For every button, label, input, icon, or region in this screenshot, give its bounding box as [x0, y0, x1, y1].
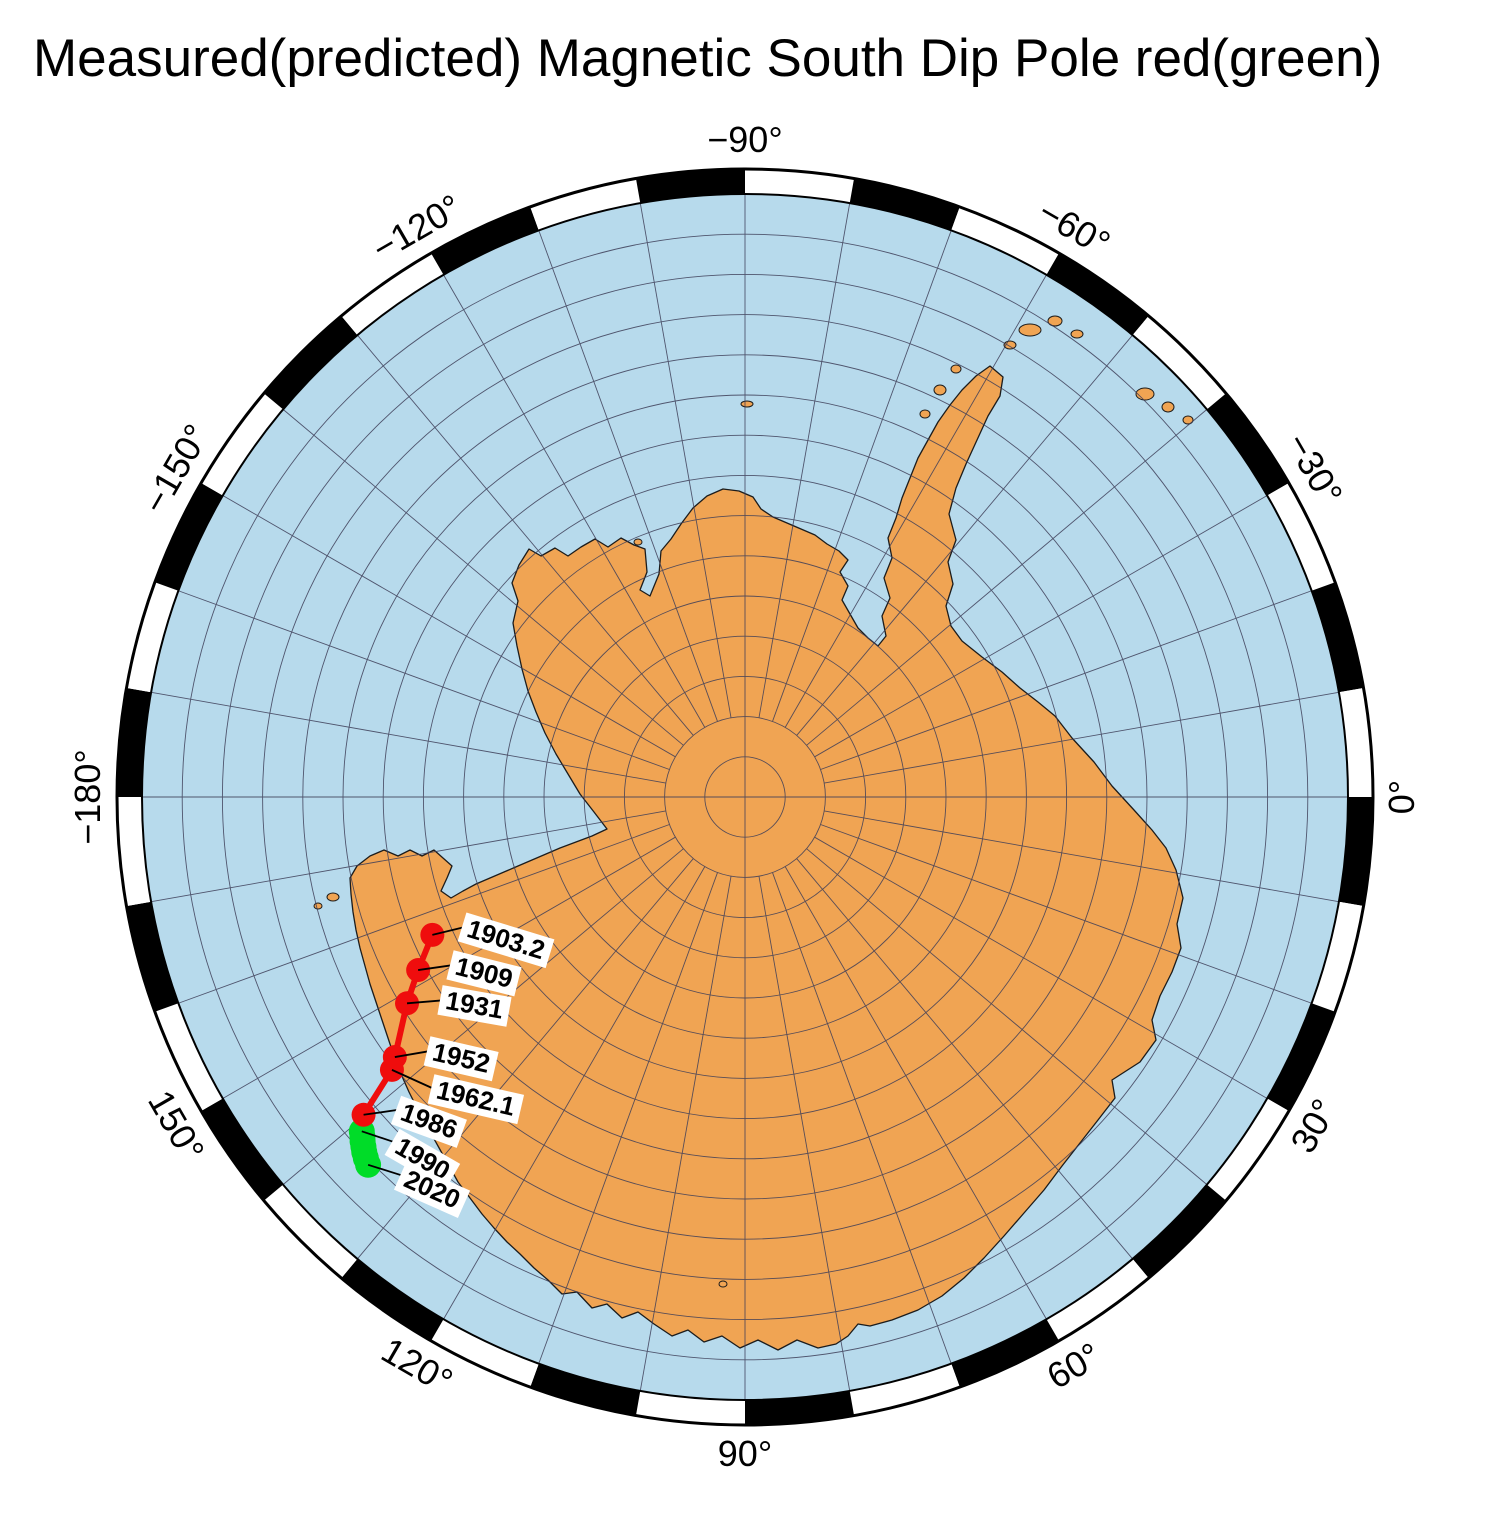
ring-segment: [530, 1363, 641, 1416]
ring-inner-border: [141, 193, 1349, 1401]
island: [1161, 401, 1175, 413]
ring-outer-border: [115, 167, 1375, 1427]
ring-segment: [263, 315, 358, 410]
longitude-tick-label: −90°: [707, 119, 783, 160]
island: [313, 902, 323, 910]
longitude-tick-label: −180°: [67, 749, 108, 845]
ring-segment: [201, 393, 284, 496]
longitude-tick-label: 0°: [1381, 779, 1422, 815]
island: [950, 364, 962, 374]
ring-segment: [635, 1390, 745, 1425]
ring-segment: [1132, 1184, 1227, 1279]
graticule: [142, 194, 1348, 1400]
leader-line: [432, 926, 466, 936]
leader-line: [406, 999, 444, 1005]
island: [1047, 315, 1063, 327]
ring-segment: [849, 1363, 960, 1416]
ring-segment: [1206, 1098, 1289, 1201]
ring-segment: [1046, 1258, 1149, 1341]
island: [1070, 329, 1084, 339]
ring-segment: [154, 1003, 223, 1111]
ring-segment: [341, 1258, 444, 1341]
leader-line: [391, 1069, 435, 1090]
island: [1018, 323, 1042, 337]
ring-segment: [635, 169, 745, 204]
map-frame-ring: [115, 167, 1375, 1427]
ring-segment: [1206, 393, 1289, 496]
page-title: Measured(predicted) Magnetic South Dip P…: [33, 29, 1383, 88]
ring-segment: [341, 253, 444, 336]
ring-segment: [745, 169, 855, 204]
island: [1182, 415, 1194, 425]
leader-line: [367, 1163, 404, 1177]
leader-line: [418, 964, 454, 971]
ring-segment: [1267, 1003, 1336, 1111]
ring-segment: [530, 178, 641, 231]
leader-line: [394, 1050, 430, 1058]
label-leader-lines: [361, 926, 466, 1177]
ring-segment: [117, 797, 152, 907]
leader-line: [361, 1130, 396, 1144]
ring-segment: [1338, 687, 1373, 797]
ring-segment: [849, 178, 960, 231]
island: [718, 1280, 728, 1288]
ring-segment: [154, 483, 223, 591]
ring-segment: [126, 901, 179, 1012]
ring-segment: [1311, 901, 1364, 1012]
ring-segment: [1311, 582, 1364, 693]
island: [633, 538, 643, 546]
ring-segment: [1338, 797, 1373, 907]
ring-segment: [951, 206, 1059, 275]
island: [740, 400, 754, 408]
longitude-tick-label: 90°: [717, 1433, 773, 1474]
island: [919, 409, 931, 419]
ring-segment: [126, 582, 179, 693]
leader-line: [363, 1108, 399, 1116]
ring-segment: [263, 1184, 358, 1279]
ring-segment: [431, 206, 539, 275]
island: [1135, 387, 1155, 401]
island: [326, 892, 340, 902]
ring-segment: [745, 1390, 855, 1425]
ring-segment: [1267, 483, 1336, 591]
ring-segment: [1046, 253, 1149, 336]
ring-segment: [431, 1319, 539, 1388]
antarctica-landmass: [349, 365, 1184, 1351]
ring-segment: [951, 1319, 1059, 1388]
island: [933, 384, 947, 396]
ring-segment: [1132, 315, 1227, 410]
ring-segment: [201, 1098, 284, 1201]
ring-segment: [117, 687, 152, 797]
